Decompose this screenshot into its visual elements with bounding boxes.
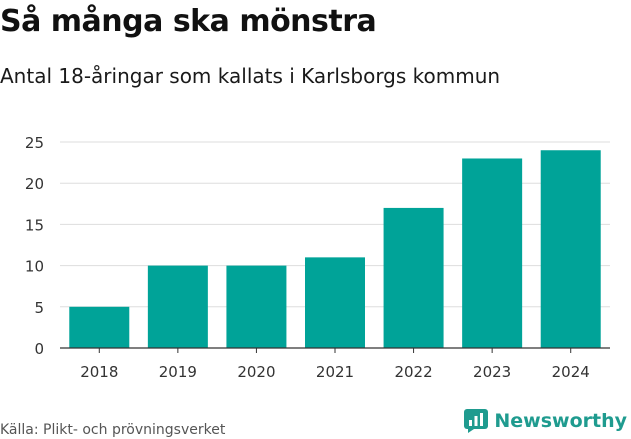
source-note: Källa: Plikt- och prövningsverket bbox=[0, 422, 226, 438]
chart-subtitle: Antal 18-åringar som kallats i Karlsborg… bbox=[0, 64, 501, 88]
y-tick-label: 5 bbox=[34, 299, 44, 317]
bar-2022 bbox=[383, 207, 444, 348]
y-tick-label: 25 bbox=[25, 134, 44, 152]
bar-2024 bbox=[540, 150, 601, 348]
x-tick-label: 2020 bbox=[237, 363, 275, 381]
bar-2019 bbox=[147, 265, 208, 348]
y-tick-label: 20 bbox=[25, 175, 44, 193]
chart-title: Så många ska mönstra bbox=[0, 4, 377, 39]
newsworthy-logo-icon bbox=[464, 409, 489, 433]
y-tick-label: 10 bbox=[25, 258, 44, 276]
bar-2021 bbox=[305, 257, 365, 348]
bar-2023 bbox=[462, 158, 523, 348]
y-tick-label: 15 bbox=[25, 216, 44, 234]
x-tick-label: 2022 bbox=[394, 363, 432, 381]
newsworthy-logo-text: Newsworthy bbox=[494, 410, 627, 432]
bar-chart: 0 5 10 15 20 25 2018 2019 2020 2021 2022 2023 2024 bbox=[25, 134, 610, 381]
bar-2020 bbox=[226, 265, 287, 348]
x-tick-label: 2018 bbox=[80, 363, 118, 381]
y-tick-label: 0 bbox=[34, 340, 44, 358]
x-tick-label: 2023 bbox=[473, 363, 511, 381]
newsworthy-logo: Newsworthy bbox=[464, 408, 627, 434]
x-tick-label: 2024 bbox=[552, 363, 590, 381]
bar-2018 bbox=[69, 306, 130, 348]
x-tick-label: 2021 bbox=[316, 363, 354, 381]
x-tick-label: 2019 bbox=[159, 363, 197, 381]
